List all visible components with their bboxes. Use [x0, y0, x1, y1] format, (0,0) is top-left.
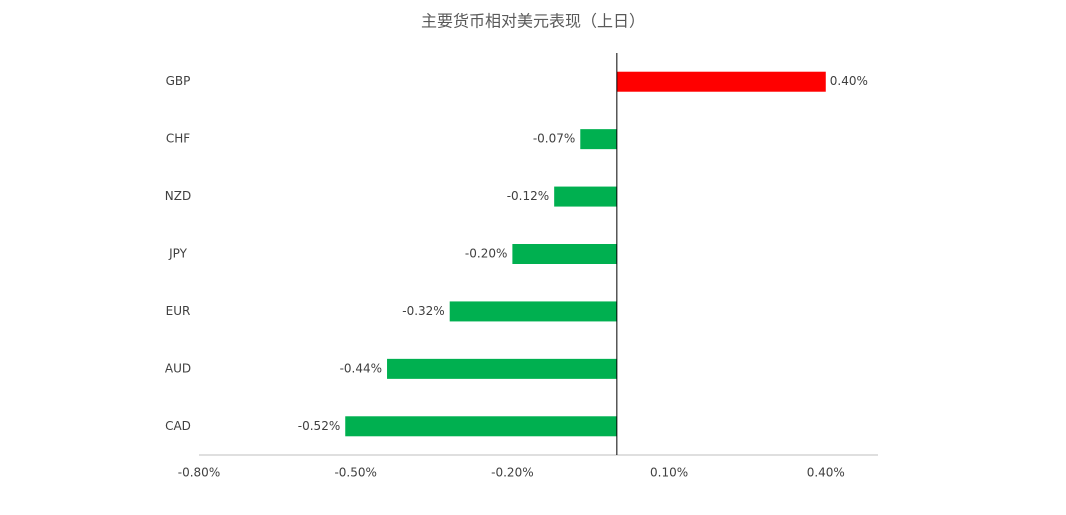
value-label: -0.20%: [465, 247, 507, 261]
x-tick-label: -0.80%: [178, 466, 220, 480]
x-tick-label: -0.20%: [491, 466, 533, 480]
y-tick-label: CHF: [166, 132, 190, 146]
value-label: 0.40%: [830, 74, 868, 88]
bar: [512, 244, 617, 264]
y-tick-label: GBP: [166, 74, 191, 88]
y-tick-label: JPY: [168, 247, 188, 261]
bar: [449, 301, 617, 322]
x-tick-label: 0.40%: [807, 466, 845, 480]
y-tick-label: NZD: [165, 189, 191, 203]
y-tick-label: AUD: [165, 361, 191, 375]
value-label: -0.32%: [402, 304, 444, 318]
value-label: -0.07%: [533, 132, 575, 146]
value-label: -0.12%: [507, 189, 549, 203]
bar: [554, 186, 617, 207]
chart-title: 主要货币相对美元表现（上日）: [421, 12, 645, 31]
y-tick-label: EUR: [166, 304, 191, 318]
x-tick-label: -0.50%: [334, 466, 376, 480]
bar: [345, 416, 617, 437]
value-label: -0.52%: [298, 419, 340, 433]
bar: [387, 358, 617, 379]
value-label: -0.44%: [340, 361, 382, 375]
bar: [616, 71, 826, 92]
y-tick-label: CAD: [165, 419, 191, 433]
bar: [580, 129, 617, 150]
x-tick-label: 0.10%: [650, 466, 688, 480]
